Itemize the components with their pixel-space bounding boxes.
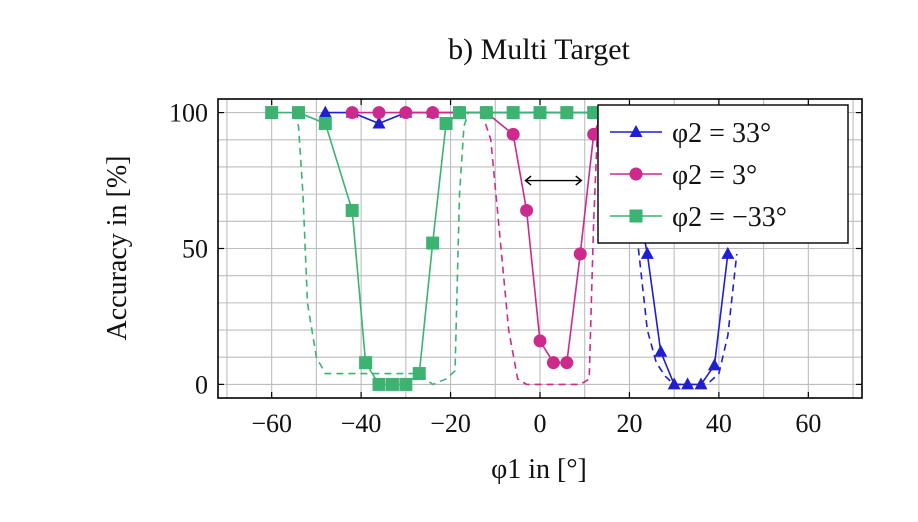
data-point [439,116,453,130]
legend: φ2 = 33° φ2 = 3° φ2 = −33° [597,104,849,244]
x-tick-label: 20 [616,409,642,438]
data-point [629,209,643,223]
chart-title: b) Multi Target [448,33,630,66]
data-point [654,344,668,357]
legend-entry: φ2 = −33° [610,202,787,233]
y-tick-label: 100 [169,99,208,128]
legend-label: φ2 = −33° [672,202,787,233]
data-point [318,105,332,118]
data-point [426,106,440,120]
data-point [372,106,386,120]
data-point [721,246,735,259]
data-point [292,106,305,120]
data-point [399,377,413,391]
data-point [573,247,587,261]
x-tick-label: 40 [706,409,732,438]
y-axis-label: Accuracy in [%] [102,155,133,340]
data-point [546,356,560,370]
data-point [318,116,332,130]
y-tick-label: 0 [195,370,208,399]
series-2 [265,106,601,391]
data-point [426,236,440,250]
data-point [533,106,547,120]
data-point [694,377,708,390]
data-point [453,106,466,120]
x-tick-label: −40 [341,409,382,438]
data-point [520,203,534,217]
series-dashed-line [637,248,738,386]
legend-label: φ2 = 3° [672,160,757,191]
data-point [640,246,654,259]
data-point [345,203,359,217]
data-point [587,127,601,141]
data-point [629,125,643,137]
x-tick-label: 0 [534,409,547,438]
data-point [681,377,695,390]
data-point [345,106,359,120]
data-point [399,106,413,120]
data-point [372,377,386,391]
data-point [707,358,721,371]
series-line [352,111,604,364]
data-point [560,106,574,120]
y-tick-label: 50 [182,235,208,264]
data-point [629,167,643,181]
data-point [385,377,399,391]
data-point [587,106,601,120]
data-point [479,106,493,120]
x-tick-label: −20 [430,409,471,438]
data-point [265,106,279,120]
data-point [359,356,373,370]
x-axis-label: φ1 in [°] [491,454,587,485]
legend-entry: φ2 = 33° [610,118,771,149]
data-point [372,116,386,129]
legend-label: φ2 = 33° [672,118,771,149]
data-point [560,356,574,370]
series-1 [345,106,610,386]
data-point [506,127,520,141]
data-point [506,106,520,120]
series-dashed-line [481,112,599,386]
series-dashed-line [293,112,470,386]
data-point [533,334,547,348]
data-point [412,367,426,381]
tick-labels: −60 −40 −20 0 20 40 60 0 50 100 [169,99,862,438]
legend-entry: φ2 = 3° [610,160,757,191]
x-tick-label: −60 [251,409,292,438]
data-point [667,377,681,390]
x-tick-label: 60 [795,409,821,438]
